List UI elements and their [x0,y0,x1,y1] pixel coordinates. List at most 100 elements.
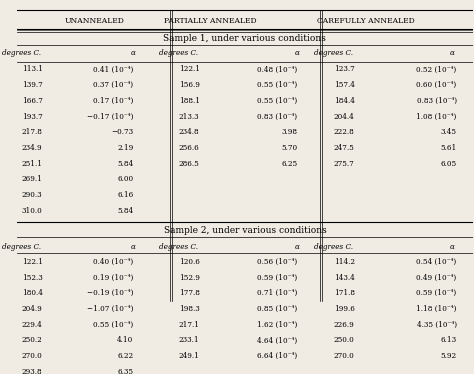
Text: UNANNEALED: UNANNEALED [64,17,125,25]
Text: 213.3: 213.3 [179,113,200,120]
Text: 0.52 (10⁻⁴): 0.52 (10⁻⁴) [417,65,456,73]
Text: 184.4: 184.4 [334,97,355,105]
Text: 6.05: 6.05 [440,160,456,168]
Text: 204.9: 204.9 [22,305,43,313]
Text: α: α [450,49,455,57]
Text: 1.08 (10⁻⁴): 1.08 (10⁻⁴) [416,113,456,120]
Text: −1.07 (10⁻⁴): −1.07 (10⁻⁴) [87,305,133,313]
Text: 6.35: 6.35 [118,368,133,374]
Text: 0.40 (10⁻⁴): 0.40 (10⁻⁴) [93,258,133,266]
Text: 123.7: 123.7 [334,65,355,73]
Text: 0.71 (10⁻⁴): 0.71 (10⁻⁴) [257,289,297,297]
Text: 6.64 (10⁻⁴): 6.64 (10⁻⁴) [257,352,297,360]
Text: 0.59 (10⁻⁴): 0.59 (10⁻⁴) [417,289,456,297]
Text: PARTIALLY ANNEALED: PARTIALLY ANNEALED [164,17,257,25]
Text: 3.98: 3.98 [281,128,297,136]
Text: 152.3: 152.3 [22,273,43,282]
Text: 270.0: 270.0 [334,352,355,360]
Text: 0.56 (10⁻⁴): 0.56 (10⁻⁴) [257,258,297,266]
Text: 0.37 (10⁻⁴): 0.37 (10⁻⁴) [93,81,133,89]
Text: 6.00: 6.00 [117,175,133,183]
Text: 0.55 (10⁻⁴): 0.55 (10⁻⁴) [257,81,297,89]
Text: −0.73: −0.73 [111,128,133,136]
Text: 0.19 (10⁻⁴): 0.19 (10⁻⁴) [93,273,133,282]
Text: 247.5: 247.5 [334,144,355,152]
Text: 3.45: 3.45 [441,128,456,136]
Text: 251.1: 251.1 [22,160,43,168]
Text: 204.4: 204.4 [334,113,355,120]
Text: 290.3: 290.3 [22,191,42,199]
Text: 6.25: 6.25 [281,160,297,168]
Text: 234.8: 234.8 [179,128,200,136]
Text: 152.9: 152.9 [179,273,200,282]
Text: 233.1: 233.1 [179,336,200,344]
Text: 5.92: 5.92 [440,352,456,360]
Text: 217.1: 217.1 [179,321,200,329]
Text: 0.54 (10⁻⁴): 0.54 (10⁻⁴) [417,258,456,266]
Text: α: α [131,243,136,251]
Text: 0.60 (10⁻⁴): 0.60 (10⁻⁴) [417,81,456,89]
Text: 1.18 (10⁻⁴): 1.18 (10⁻⁴) [416,305,456,313]
Text: degrees C.: degrees C. [2,243,41,251]
Text: 113.1: 113.1 [22,65,43,73]
Text: 177.8: 177.8 [179,289,200,297]
Text: 275.7: 275.7 [334,160,355,168]
Text: 0.85 (10⁻⁴): 0.85 (10⁻⁴) [257,305,297,313]
Text: 157.4: 157.4 [334,81,355,89]
Text: 6.22: 6.22 [117,352,133,360]
Text: 0.83 (10⁻⁴): 0.83 (10⁻⁴) [257,113,297,120]
Text: 180.4: 180.4 [22,289,43,297]
Text: −0.17 (10⁻⁴): −0.17 (10⁻⁴) [87,113,133,120]
Text: 171.8: 171.8 [334,289,355,297]
Text: 5.84: 5.84 [117,207,133,215]
Text: 1.62 (10⁻⁴): 1.62 (10⁻⁴) [257,321,297,329]
Text: 139.7: 139.7 [22,81,43,89]
Text: 198.3: 198.3 [179,305,200,313]
Text: −0.19 (10⁻⁴): −0.19 (10⁻⁴) [87,289,133,297]
Text: 270.0: 270.0 [22,352,43,360]
Text: 0.48 (10⁻⁴): 0.48 (10⁻⁴) [257,65,297,73]
Text: 166.7: 166.7 [22,97,43,105]
Text: 269.1: 269.1 [22,175,43,183]
Text: 0.55 (10⁻⁴): 0.55 (10⁻⁴) [93,321,133,329]
Text: 0.83 (10⁻⁴): 0.83 (10⁻⁴) [417,97,456,105]
Text: 0.55 (10⁻⁴): 0.55 (10⁻⁴) [257,97,297,105]
Text: 2.19: 2.19 [117,144,133,152]
Text: 122.1: 122.1 [22,258,43,266]
Text: 0.41 (10⁻⁴): 0.41 (10⁻⁴) [93,65,133,73]
Text: 222.8: 222.8 [334,128,355,136]
Text: 4.10: 4.10 [117,336,133,344]
Text: 217.8: 217.8 [22,128,43,136]
Text: 4.35 (10⁻⁴): 4.35 (10⁻⁴) [417,321,456,329]
Text: 0.59 (10⁻⁴): 0.59 (10⁻⁴) [257,273,297,282]
Text: 250.0: 250.0 [334,336,355,344]
Text: Sample 2, under various conditions: Sample 2, under various conditions [164,226,326,234]
Text: 156.9: 156.9 [179,81,200,89]
Text: α: α [295,243,300,251]
Text: 5.61: 5.61 [440,144,456,152]
Text: 293.8: 293.8 [22,368,42,374]
Text: 5.84: 5.84 [117,160,133,168]
Text: 193.7: 193.7 [22,113,43,120]
Text: 188.1: 188.1 [179,97,200,105]
Text: degrees C.: degrees C. [314,49,353,57]
Text: degrees C.: degrees C. [159,243,199,251]
Text: 120.6: 120.6 [179,258,200,266]
Text: 143.4: 143.4 [334,273,355,282]
Text: 4.64 (10⁻⁴): 4.64 (10⁻⁴) [257,336,297,344]
Text: Sample 1, under various conditions: Sample 1, under various conditions [164,34,327,43]
Text: 310.0: 310.0 [22,207,43,215]
Text: 226.9: 226.9 [334,321,355,329]
Text: 199.6: 199.6 [334,305,355,313]
Text: α: α [131,49,136,57]
Text: 256.6: 256.6 [179,144,200,152]
Text: degrees C.: degrees C. [159,49,199,57]
Text: 6.16: 6.16 [117,191,133,199]
Text: 5.70: 5.70 [281,144,297,152]
Text: 0.49 (10⁻⁴): 0.49 (10⁻⁴) [417,273,456,282]
Text: 229.4: 229.4 [22,321,43,329]
Text: 234.9: 234.9 [22,144,42,152]
Text: 0.17 (10⁻⁴): 0.17 (10⁻⁴) [93,97,133,105]
Text: 250.2: 250.2 [22,336,43,344]
Text: α: α [295,49,300,57]
